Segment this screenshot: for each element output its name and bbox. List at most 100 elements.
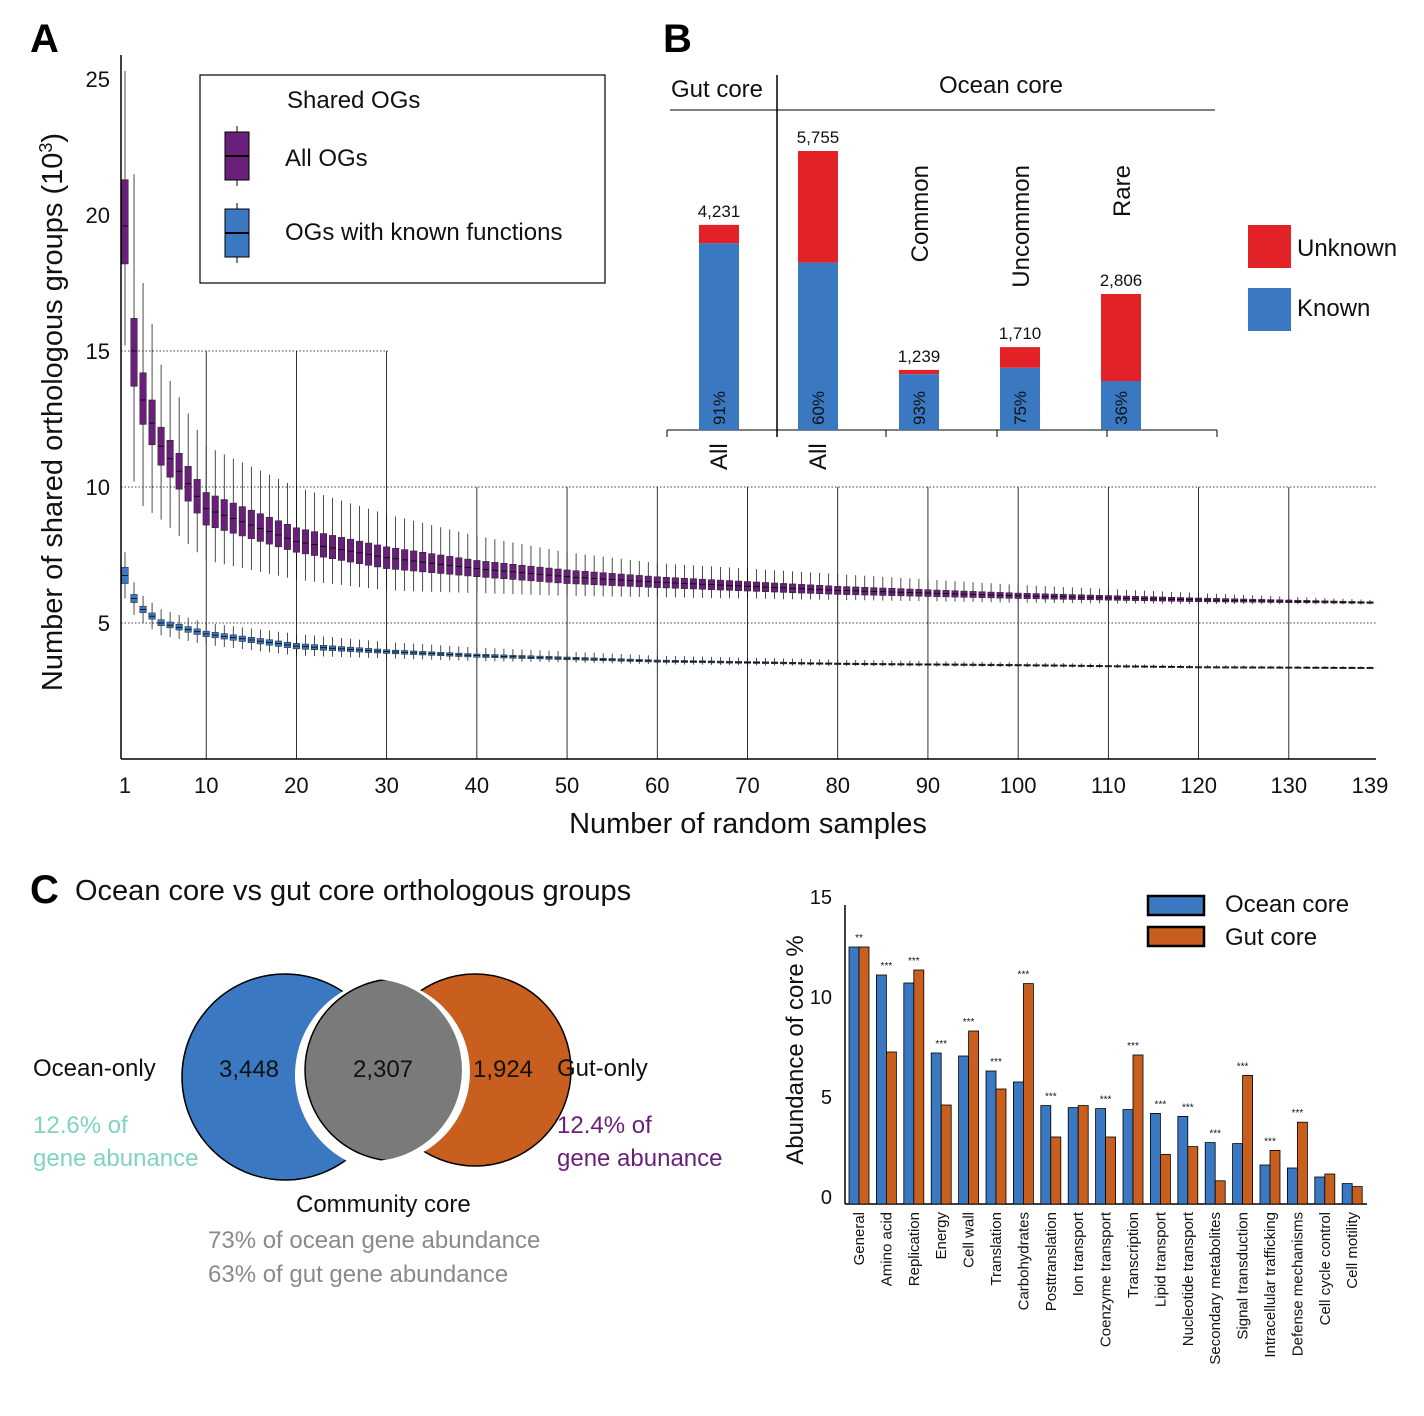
boxplot-known-57 [626, 654, 634, 664]
bar-group-17: Cell cycle control [1314, 1173, 1336, 1325]
legend-swatch-ocean [1146, 894, 1206, 917]
bar-gut [1242, 1075, 1253, 1205]
boxplot-all-12 [220, 454, 228, 565]
boxplot-all-52 [581, 554, 589, 597]
boxplot-known-34 [419, 644, 427, 660]
x-tick-30: 30 [374, 773, 398, 798]
y-tick-labels: 5 10 15 20 25 [86, 67, 110, 636]
boxplot-known-69 [734, 657, 742, 666]
boxplot-known-136 [1339, 666, 1347, 669]
bar-ocean [1122, 1109, 1134, 1205]
boxplot-known-116 [1159, 664, 1166, 669]
ocean-only-pct-1: 12.6% of [33, 1112, 128, 1139]
bar-gut [1077, 1105, 1089, 1205]
boxplot-known-2 [130, 582, 138, 615]
boxplot-known-81 [843, 659, 851, 667]
boxplot-all-106 [1068, 587, 1076, 604]
boxplot-all-73 [771, 570, 779, 599]
boxplot-all-131 [1294, 597, 1302, 605]
bar-gut [995, 1088, 1007, 1205]
community-core-gut: 63% of gut gene abundance [208, 1261, 508, 1288]
legend-title: Shared OGs [287, 87, 420, 114]
bar-subcategory-label: Common [907, 165, 934, 262]
boxplot-known-87 [897, 660, 905, 667]
boxplot-known-54 [599, 653, 607, 664]
boxplot-all-43 [500, 540, 508, 594]
y-tick-20: 20 [86, 203, 110, 228]
boxplot-known-79 [825, 659, 833, 666]
boxplot-known-122 [1213, 665, 1221, 669]
bar-ocean [1067, 1107, 1079, 1205]
boxplot-all-7 [175, 397, 183, 536]
boxplot-all-67 [716, 566, 724, 599]
x-tick-1: 1 [119, 773, 131, 798]
box [121, 179, 129, 265]
box [338, 537, 346, 561]
boxplot-known-46 [527, 649, 535, 662]
box [283, 524, 291, 550]
boxplot-known-51 [572, 651, 580, 663]
boxplot-known-95 [969, 661, 977, 667]
boxplot-known-55 [608, 653, 616, 664]
boxplot-all-134 [1321, 598, 1329, 605]
bar-group-11: *** Lipid transport [1150, 1099, 1171, 1307]
boxplot-all-27 [356, 506, 364, 588]
significance-label: *** [1127, 1041, 1139, 1052]
boxplot-known-29 [374, 641, 382, 659]
bar-gut [1324, 1173, 1336, 1205]
boxplot-all-103 [1041, 586, 1049, 603]
boxplot-all-90 [924, 579, 932, 602]
significance-label: *** [1018, 970, 1030, 981]
boxplot-known-66 [707, 656, 715, 665]
boxplot-all-95 [969, 582, 977, 602]
boxplot-all-118 [1177, 592, 1185, 604]
boxplot-all-100 [1014, 584, 1022, 603]
boxplot-all-108 [1086, 588, 1094, 604]
bars: 4,231 91% All 5,755 60% All 1,239 93% Common 1,71… [666, 128, 1218, 470]
boxplot-known-78 [816, 659, 824, 666]
bar-total-label: 1,710 [999, 324, 1042, 343]
boxplot-known-137 [1348, 666, 1356, 670]
boxplot-known-93 [951, 661, 959, 667]
boxplot-all-107 [1077, 587, 1085, 604]
boxplot-all-56 [617, 558, 625, 597]
boxplot-known-138 [1357, 666, 1365, 670]
boxplot-all-60 [653, 563, 661, 598]
boxplot-known-104 [1050, 662, 1058, 668]
box [329, 535, 336, 560]
boxplot-known-27 [356, 639, 364, 658]
bar-total-label: 4,231 [698, 202, 741, 221]
boxplot-known-72 [762, 658, 770, 666]
ocean-only-count: 3,448 [219, 1056, 279, 1083]
boxplot-known-71 [753, 657, 761, 666]
boxplot-all-26 [347, 503, 355, 587]
boxplot-all-116 [1159, 591, 1166, 604]
bar-subcategory-label: Rare [1109, 165, 1136, 217]
boxplot-known-123 [1222, 665, 1230, 669]
category-label: Nucleotide transport [1180, 1211, 1197, 1346]
box [319, 533, 327, 558]
ocean-only-pct-2: gene abunance [33, 1145, 199, 1172]
boxplot-known-5 [157, 609, 165, 636]
bar-unknown-segment [798, 151, 838, 263]
boxplot-known-100 [1014, 662, 1022, 668]
bar-gut [1105, 1136, 1116, 1205]
boxplot-known-40 [473, 647, 481, 662]
category-label: Cell cycle control [1317, 1212, 1334, 1325]
bar-group-14: *** Signal transduction [1232, 1061, 1253, 1340]
stacked-bar-3: 1,710 75% Uncommon [999, 165, 1042, 430]
bar-known-segment [1101, 381, 1141, 430]
bar-known-pct-label: 91% [710, 391, 729, 425]
boxplot-known-107 [1077, 663, 1085, 668]
boxplot-all-85 [879, 576, 887, 601]
boxplot-all-97 [987, 583, 995, 603]
category-label: Intracellular trafficking [1262, 1212, 1279, 1358]
boxplot-all-114 [1140, 590, 1148, 604]
bar-known-segment [899, 374, 939, 430]
boxplot-known-101 [1023, 662, 1031, 668]
boxplot-known-126 [1249, 665, 1257, 669]
category-label: Coenzyme transport [1098, 1211, 1115, 1347]
boxplot-known-9 [193, 620, 201, 643]
boxplot-known-127 [1258, 665, 1266, 669]
